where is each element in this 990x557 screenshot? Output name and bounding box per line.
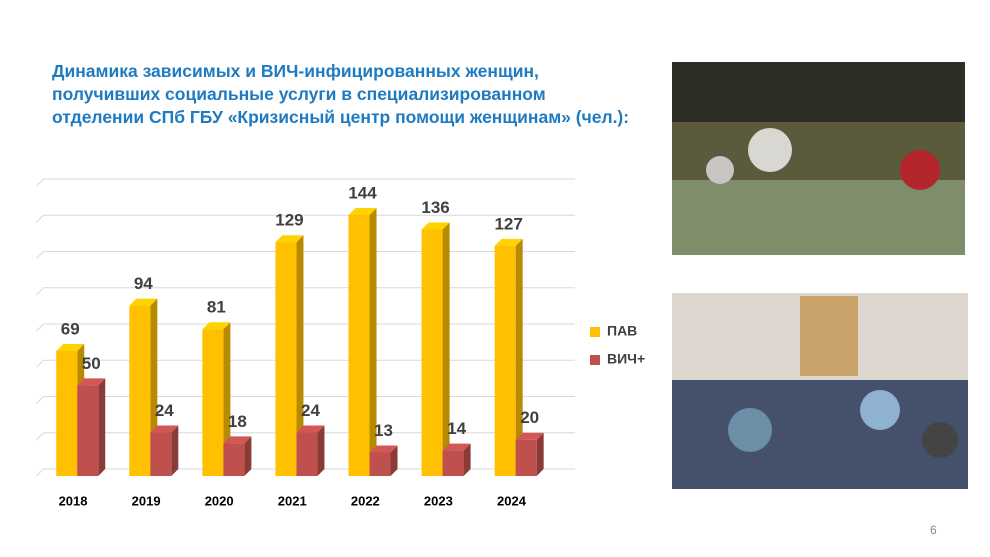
bar-side bbox=[244, 436, 252, 476]
legend-label: ВИЧ+ bbox=[607, 351, 645, 367]
bar-top bbox=[442, 443, 471, 451]
value-label: 50 bbox=[82, 354, 101, 373]
value-label: 136 bbox=[421, 198, 449, 217]
legend-label: ПАВ bbox=[607, 323, 637, 339]
bar-top bbox=[515, 432, 544, 440]
page-number: 6 bbox=[930, 523, 937, 537]
x-tick-label: 2024 bbox=[497, 493, 527, 508]
bar-top bbox=[348, 208, 377, 215]
bar-top bbox=[223, 436, 252, 444]
bar-top bbox=[296, 425, 325, 433]
bar bbox=[275, 242, 297, 476]
bar bbox=[442, 450, 464, 476]
x-tick-label: 2018 bbox=[59, 493, 88, 508]
bar bbox=[56, 350, 78, 476]
photo bbox=[672, 293, 968, 489]
bar bbox=[129, 305, 151, 476]
bar-top bbox=[202, 322, 231, 330]
value-label: 24 bbox=[155, 401, 174, 420]
grid-line-depth bbox=[36, 323, 44, 332]
bar-side bbox=[223, 322, 231, 476]
bar bbox=[223, 443, 245, 476]
bar-side bbox=[536, 432, 544, 476]
value-label: 129 bbox=[275, 211, 303, 230]
grid-line-depth bbox=[36, 178, 44, 187]
bar bbox=[348, 215, 370, 476]
bar-top bbox=[129, 298, 158, 306]
value-label: 127 bbox=[494, 214, 522, 233]
bar-top bbox=[421, 222, 450, 230]
bar bbox=[515, 439, 537, 476]
x-tick-label: 2019 bbox=[132, 493, 161, 508]
bar bbox=[77, 385, 99, 476]
x-tick-label: 2021 bbox=[278, 493, 307, 508]
chart-title: Динамика зависимых и ВИЧ-инфицированных … bbox=[52, 61, 630, 127]
value-label: 18 bbox=[228, 412, 247, 431]
bar-top bbox=[275, 235, 304, 243]
legend-swatch bbox=[590, 327, 600, 337]
legend-swatch bbox=[590, 355, 600, 365]
photo bbox=[672, 62, 965, 255]
bar-side bbox=[369, 208, 377, 476]
value-label: 144 bbox=[348, 183, 377, 202]
bar-top bbox=[494, 238, 523, 246]
bar-side bbox=[171, 425, 179, 476]
bar bbox=[369, 452, 391, 476]
grid-line-depth bbox=[36, 359, 44, 368]
grid-line-depth bbox=[36, 251, 44, 259]
value-label: 14 bbox=[447, 419, 466, 438]
bar-top bbox=[77, 378, 106, 386]
bar-side bbox=[463, 443, 471, 476]
bar-side bbox=[98, 378, 106, 476]
bar-side bbox=[317, 425, 325, 476]
value-label: 81 bbox=[207, 298, 226, 317]
bar-side bbox=[515, 238, 523, 476]
grid-line-depth bbox=[36, 214, 44, 223]
value-label: 94 bbox=[134, 274, 153, 293]
value-label: 24 bbox=[301, 401, 320, 420]
bar-top bbox=[369, 445, 398, 453]
grid-line-depth bbox=[36, 396, 44, 404]
grid-line-depth bbox=[36, 432, 44, 441]
value-label: 20 bbox=[520, 408, 539, 427]
bar bbox=[296, 432, 318, 476]
x-tick-label: 2020 bbox=[205, 493, 234, 508]
x-tick-label: 2023 bbox=[424, 493, 453, 508]
bar-side bbox=[442, 222, 450, 476]
bar bbox=[202, 329, 224, 476]
bar-top bbox=[56, 343, 85, 351]
bar bbox=[421, 229, 443, 476]
bar bbox=[150, 432, 172, 476]
value-label: 69 bbox=[61, 319, 80, 338]
grid-line-depth bbox=[36, 287, 44, 296]
bar-side bbox=[296, 235, 304, 476]
x-tick-label: 2022 bbox=[351, 493, 380, 508]
bar-side bbox=[390, 445, 398, 476]
value-label: 13 bbox=[374, 421, 393, 440]
bar-top bbox=[150, 425, 179, 433]
grid-line-depth bbox=[36, 468, 44, 477]
bar bbox=[494, 245, 516, 476]
